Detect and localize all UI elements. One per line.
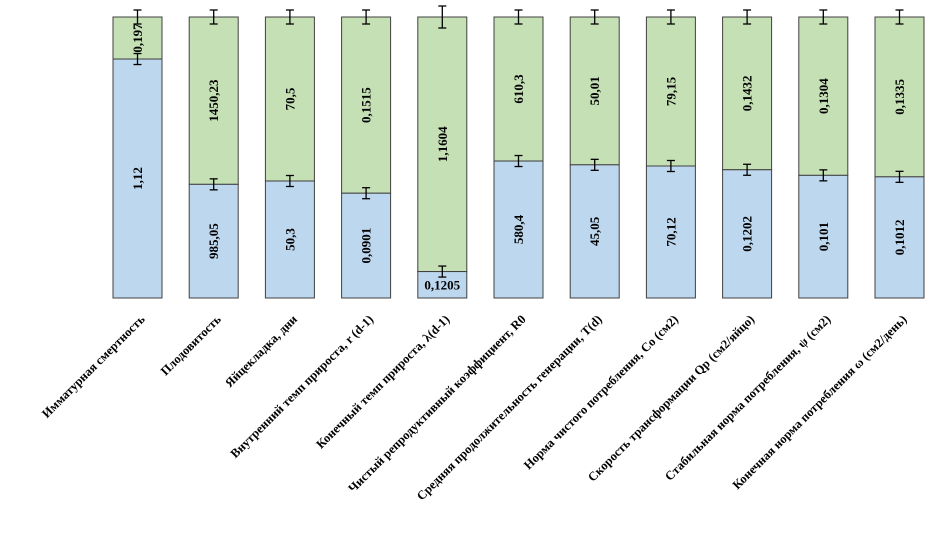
data-label-lower: 0,1202 (740, 216, 755, 252)
data-label-upper: 1,1604 (435, 126, 450, 162)
data-label-lower: 45,05 (587, 216, 602, 246)
data-label-upper: 50,01 (587, 76, 602, 105)
data-label-lower: 0,1205 (424, 277, 460, 292)
error-bar-lower (514, 154, 523, 168)
bar-segment-lower (341, 192, 392, 299)
category-label: Имматурная смертность (39, 312, 148, 421)
data-label-lower: 0,0901 (359, 228, 374, 264)
bar-segment-lower (493, 160, 544, 299)
bar-segment-lower (722, 169, 773, 299)
error-bar-upper (743, 9, 752, 25)
data-label-lower: 1,12 (130, 167, 145, 190)
error-bar-upper (209, 9, 218, 25)
error-bar-upper (666, 9, 675, 25)
error-bar-lower (819, 169, 828, 182)
data-label-upper: 610,3 (511, 74, 526, 104)
bar-segment-upper (341, 16, 392, 194)
bar-segment-upper (493, 16, 544, 162)
bar-segment-lower (112, 58, 163, 299)
data-label-upper: 70,5 (282, 87, 297, 110)
error-bar-lower (743, 163, 752, 176)
data-label-lower: 0,101 (816, 222, 831, 251)
data-label-lower: 70,12 (663, 217, 678, 246)
data-label-upper: 1450,23 (206, 79, 221, 122)
error-bar-upper (819, 9, 828, 25)
error-bar-upper (285, 9, 294, 25)
data-label-lower: 0,1012 (892, 220, 907, 256)
data-label-upper: 0,1432 (740, 76, 755, 112)
category-label: Конечный темп прироста, λ(d-1) (313, 312, 452, 451)
category-label: Внутренний темп прироста, r (d-1) (228, 312, 377, 461)
category-label: Конечная норма потребления ω (см2/день) (730, 312, 910, 492)
error-bar-upper (514, 9, 523, 25)
bar-segment-lower (569, 164, 620, 299)
category-label: Стабильная норма потребления, ψ (см2) (662, 312, 833, 483)
bar-segment-lower (264, 180, 315, 299)
data-label-upper: 79,15 (663, 76, 678, 106)
error-bar-upper (590, 9, 599, 25)
error-bar-lower (133, 52, 142, 66)
error-bar-lower (590, 158, 599, 171)
error-bar-lower (438, 265, 447, 278)
bar-segment-upper (417, 16, 468, 273)
data-label-upper: 0,1335 (892, 79, 907, 115)
category-label: Яйцекладка, дни (222, 312, 300, 390)
bar-segment-upper (188, 16, 239, 185)
category-label: Скорость трансформации Qp (см2/яйцо) (585, 312, 757, 484)
error-bar-upper (438, 5, 447, 29)
bar-segment-upper (798, 16, 849, 176)
error-bar-lower (666, 159, 675, 173)
error-bar-lower (209, 178, 218, 191)
error-bar-upper (133, 9, 142, 25)
bar-segment-upper (874, 16, 925, 178)
bar-segment-lower (798, 174, 849, 299)
bar-segment-lower (874, 176, 925, 299)
error-bar-lower (895, 170, 904, 183)
data-label-upper: 0,197 (130, 23, 145, 53)
error-bar-lower (285, 174, 294, 188)
category-label: Норма чистого потребления, Co (см2) (521, 312, 681, 472)
bar-segment-upper (722, 16, 773, 171)
category-label: Чистый репродуктивный коэффициент, R0 (345, 312, 528, 495)
data-label-lower: 985,05 (206, 223, 221, 259)
data-label-lower: 50,3 (282, 228, 297, 251)
data-label-upper: 0,1304 (816, 78, 831, 114)
error-bar-upper (895, 9, 904, 25)
bar-segment-lower (645, 165, 696, 299)
data-label-upper: 0,1515 (359, 87, 374, 123)
data-label-lower: 580,4 (511, 214, 526, 244)
error-bar-upper (362, 9, 371, 25)
error-bar-lower (362, 187, 371, 200)
category-label: Плодовитость (158, 312, 224, 378)
